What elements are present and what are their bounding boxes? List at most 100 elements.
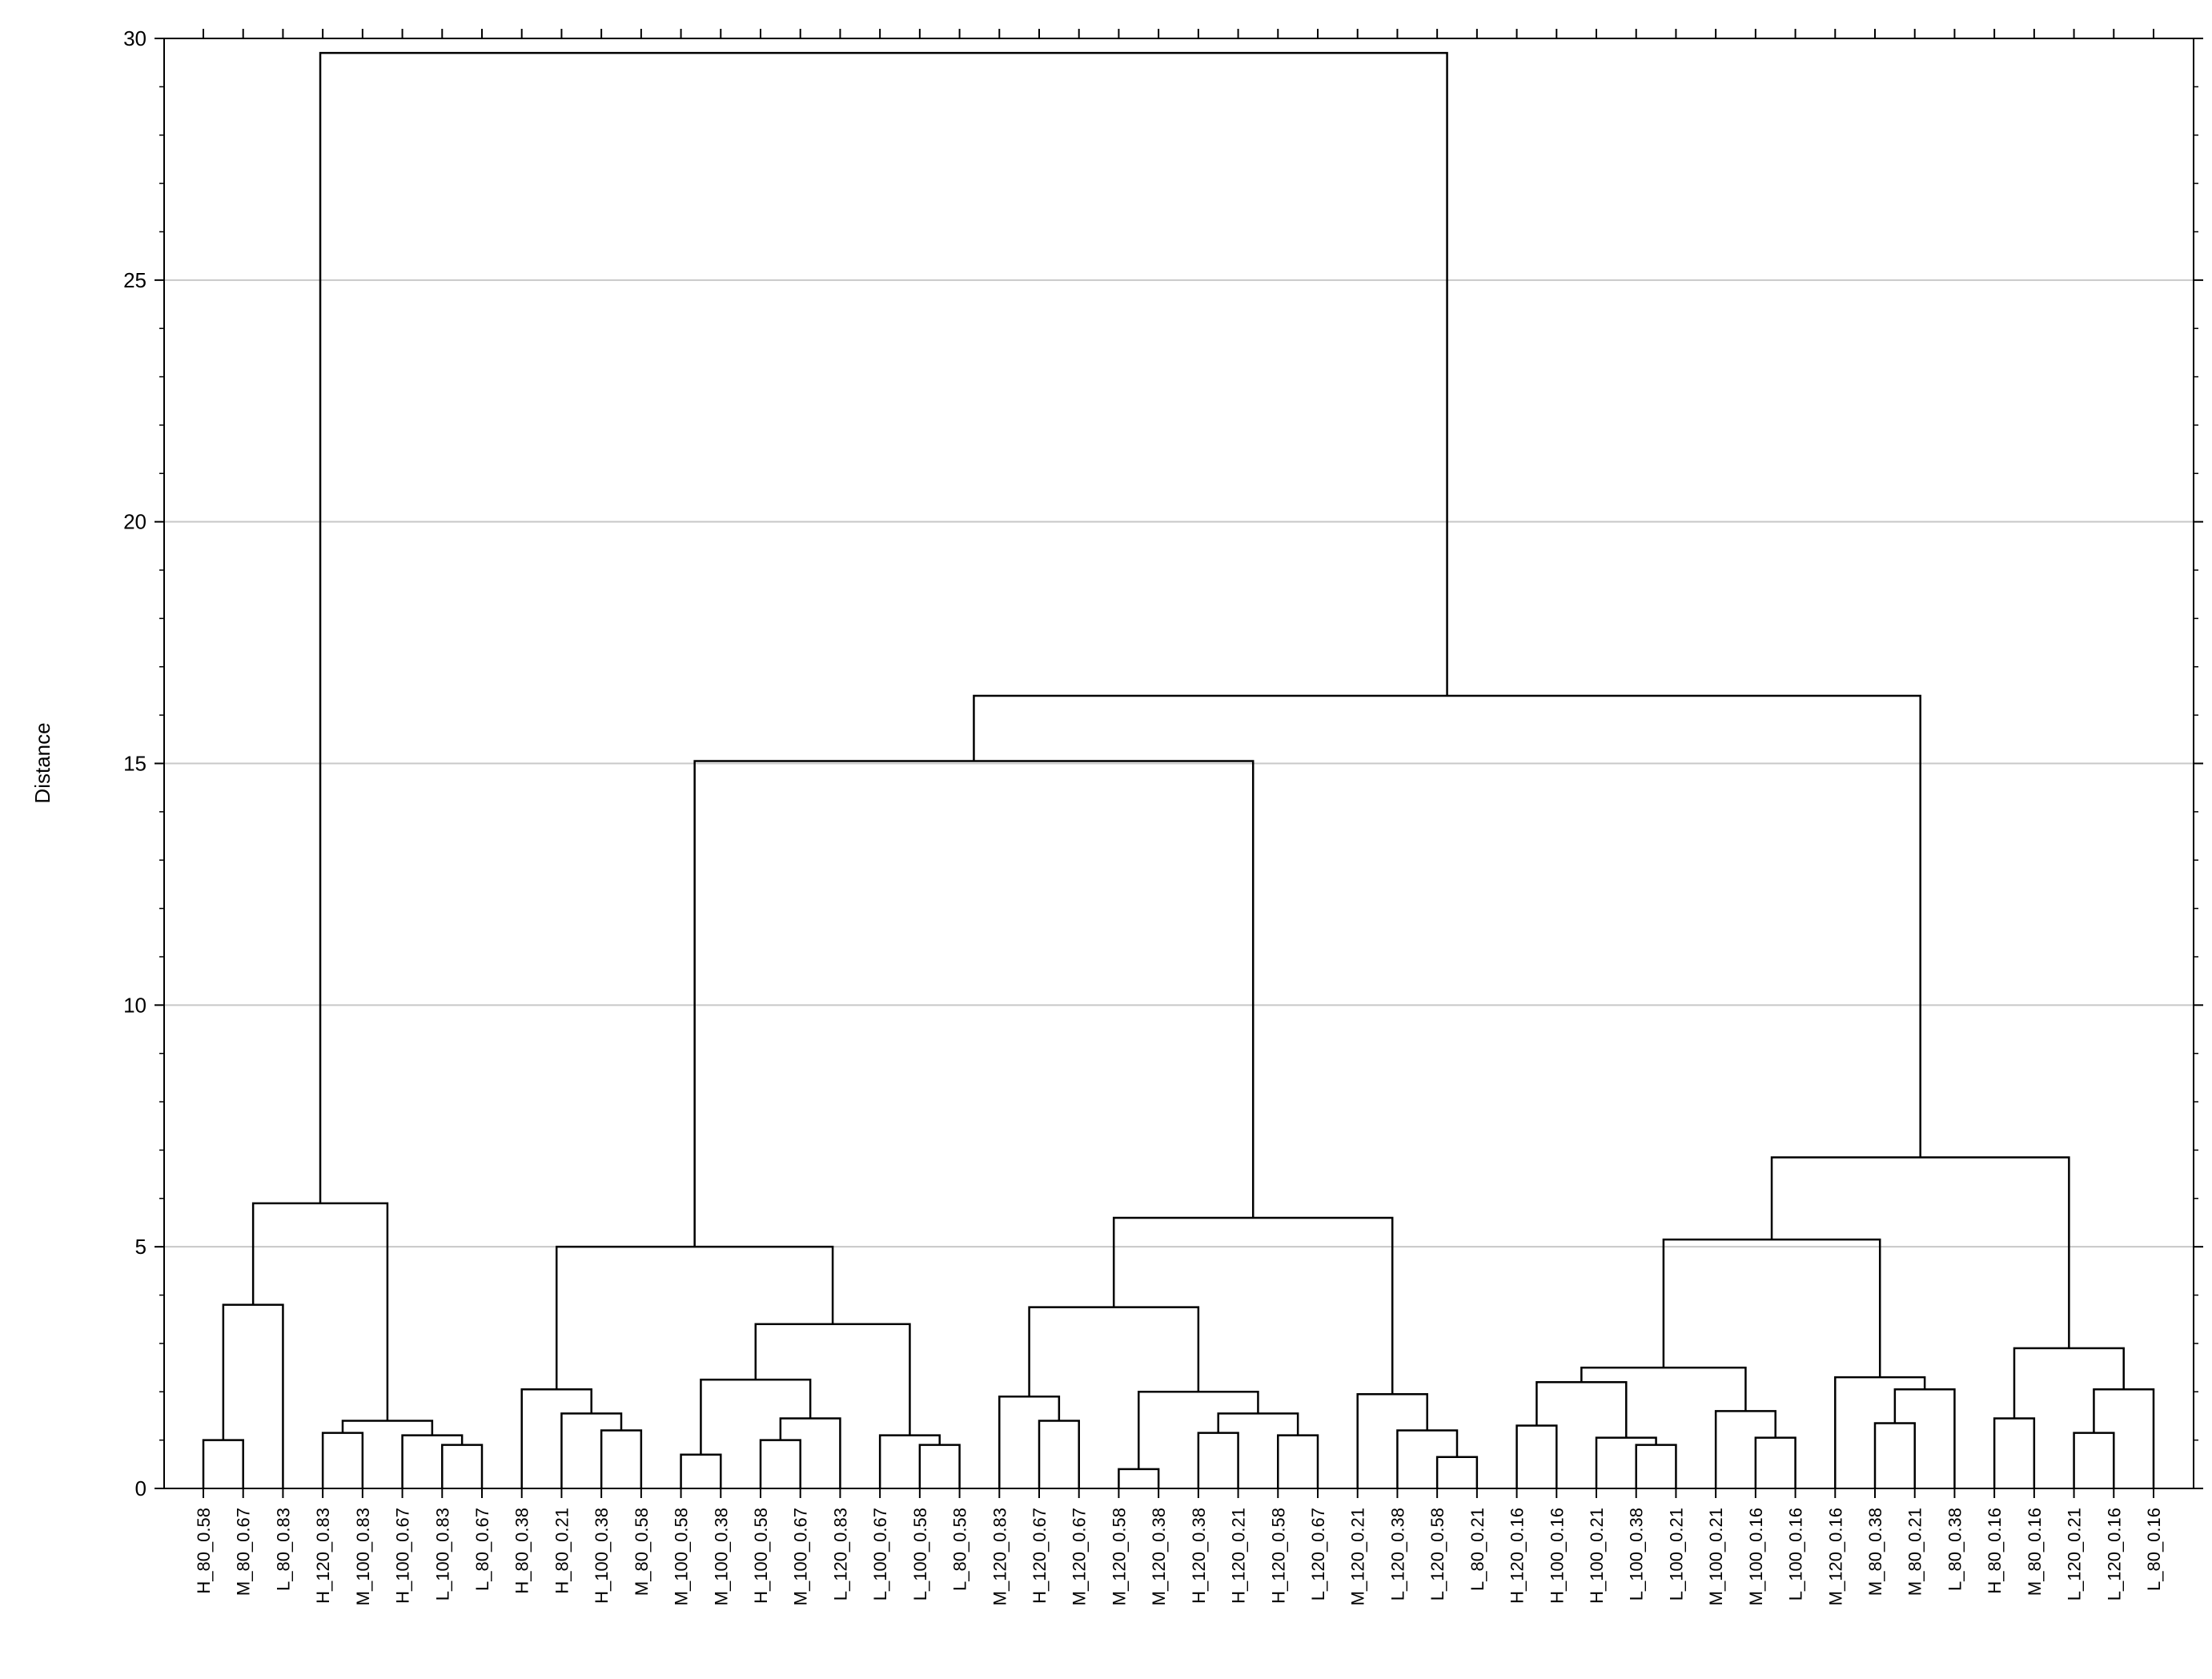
y-axis-title: Distance — [30, 722, 54, 803]
merge-link — [441, 1444, 484, 1488]
merge-link — [918, 1444, 961, 1488]
leaf-label: L_100_0.67 — [870, 1508, 890, 1601]
merge-link — [1118, 1468, 1160, 1488]
merge-link — [1038, 1420, 1080, 1488]
leaf-label: L_120_0.58 — [1427, 1508, 1447, 1601]
merge-link — [1356, 1393, 1428, 1488]
merge-link — [341, 1420, 434, 1436]
merge-link — [1536, 1380, 1628, 1438]
merge-link — [973, 694, 1921, 1158]
merge-link — [555, 1245, 834, 1390]
merge-link — [1893, 1388, 1956, 1488]
merge-link — [1515, 1424, 1558, 1488]
merge-link — [222, 1303, 284, 1488]
y-tick-label: 25 — [123, 268, 147, 292]
merge-link — [2073, 1432, 2115, 1488]
plot-frame — [163, 38, 2194, 1489]
leaf-label: H_120_0.38 — [1189, 1508, 1209, 1604]
leaf-label: M_80_0.58 — [632, 1508, 652, 1596]
y-tick-label: 15 — [123, 752, 147, 776]
y-tick-label: 10 — [123, 993, 147, 1017]
y-tick-label: 30 — [123, 26, 147, 50]
merge-link — [878, 1434, 941, 1488]
leaf-label: M_120_0.58 — [1109, 1508, 1129, 1605]
leaf-label: H_120_0.16 — [1507, 1508, 1528, 1604]
leaf-label: H_120_0.83 — [313, 1508, 333, 1604]
merge-link — [321, 1432, 364, 1488]
merge-link — [251, 1202, 389, 1421]
leaf-label: H_80_0.21 — [552, 1508, 572, 1594]
leaf-label: L_80_0.83 — [273, 1508, 293, 1591]
merge-link — [1714, 1410, 1776, 1488]
leaf-label: M_120_0.67 — [1070, 1508, 1090, 1605]
leaf-label: H_100_0.67 — [393, 1508, 413, 1604]
merge-link — [1277, 1434, 1319, 1488]
leaf-label: L_120_0.83 — [830, 1508, 850, 1601]
leaf-label: L_120_0.67 — [1308, 1508, 1328, 1601]
leaf-label: M_120_0.21 — [1348, 1508, 1368, 1605]
leaf-label: L_120_0.16 — [2104, 1508, 2124, 1601]
leaf-label: M_100_0.38 — [711, 1508, 731, 1605]
merge-link — [700, 1378, 812, 1455]
leaf-label: L_100_0.21 — [1666, 1508, 1686, 1601]
leaf-label: H_100_0.16 — [1547, 1508, 1567, 1604]
merge-link — [998, 1396, 1061, 1488]
leaf-label: H_80_0.58 — [194, 1508, 214, 1594]
merge-link — [1873, 1422, 1916, 1488]
leaf-label: L_100_0.38 — [1627, 1508, 1647, 1601]
leaf-label: H_80_0.16 — [1985, 1508, 2005, 1594]
merge-link — [693, 760, 1255, 1247]
merge-link — [1662, 1238, 1881, 1378]
y-tick-label: 0 — [135, 1476, 147, 1500]
leaf-label: H_120_0.21 — [1229, 1508, 1249, 1604]
merge-link — [1993, 1417, 2036, 1488]
leaf-label: L_80_0.38 — [1945, 1508, 1965, 1591]
merge-link — [2013, 1347, 2125, 1419]
leaf-label: H_100_0.58 — [751, 1508, 771, 1604]
leaf-label: L_100_0.58 — [910, 1508, 930, 1601]
leaf-label: L_100_0.16 — [1786, 1508, 1806, 1601]
leaf-label: M_80_0.67 — [234, 1508, 254, 1596]
leaf-label: M_100_0.67 — [791, 1508, 811, 1605]
leaf-label: L_80_0.67 — [472, 1508, 492, 1591]
leaf-label: M_100_0.83 — [353, 1508, 373, 1605]
merge-link — [1635, 1444, 1677, 1488]
merge-link — [319, 51, 1448, 1203]
merge-link — [779, 1417, 841, 1488]
merge-link — [1396, 1429, 1459, 1488]
leaf-label: H_120_0.58 — [1268, 1508, 1288, 1604]
merge-link — [1580, 1366, 1747, 1412]
leaf-label: H_80_0.38 — [512, 1508, 532, 1594]
merge-link — [401, 1434, 464, 1488]
leaf-label: M_80_0.21 — [1905, 1508, 1925, 1596]
merge-link — [560, 1412, 623, 1488]
merge-link — [1028, 1306, 1200, 1397]
leaf-label: M_120_0.16 — [1825, 1508, 1845, 1605]
merge-link — [1197, 1432, 1239, 1488]
leaf-label: H_100_0.38 — [592, 1508, 612, 1604]
leaf-label: M_100_0.58 — [672, 1508, 692, 1605]
leaf-label: L_120_0.21 — [2065, 1508, 2085, 1601]
leaf-label: M_120_0.38 — [1149, 1508, 1169, 1605]
merge-link — [600, 1429, 643, 1488]
leaf-label: M_100_0.21 — [1706, 1508, 1726, 1605]
merge-link — [1834, 1376, 1926, 1488]
merge-link — [1112, 1216, 1394, 1395]
merge-link — [1435, 1456, 1479, 1488]
merge-link — [1754, 1436, 1796, 1488]
y-tick-label: 5 — [135, 1235, 147, 1259]
merge-link — [1770, 1156, 2070, 1348]
merge-link — [680, 1453, 722, 1488]
merge-link — [2093, 1388, 2155, 1488]
leaf-label: L_80_0.58 — [950, 1508, 970, 1591]
merge-link — [759, 1439, 801, 1488]
leaf-label: M_80_0.16 — [2025, 1508, 2045, 1596]
leaf-label: L_80_0.16 — [2144, 1508, 2164, 1591]
leaf-label: L_100_0.83 — [432, 1508, 452, 1601]
merge-link — [520, 1388, 592, 1488]
leaf-label: L_120_0.38 — [1387, 1508, 1407, 1601]
y-tick-label: 20 — [123, 510, 147, 534]
leaf-label: H_100_0.21 — [1587, 1508, 1607, 1604]
leaf-label: M_100_0.16 — [1746, 1508, 1766, 1605]
